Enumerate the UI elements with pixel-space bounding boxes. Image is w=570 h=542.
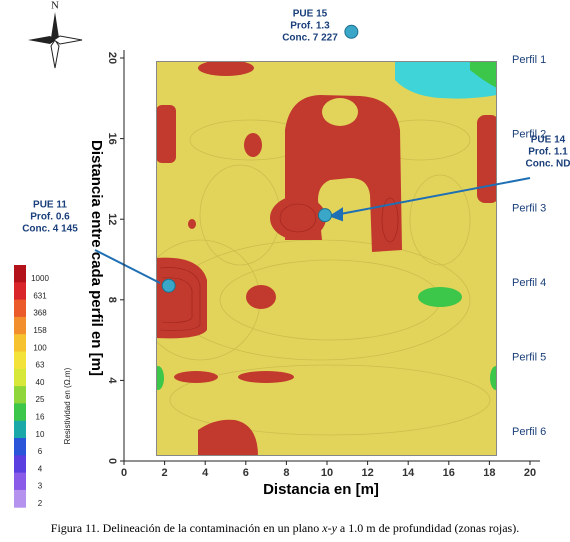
y-tick-label: 8 xyxy=(106,297,118,303)
colorbar-tick-label: 100 xyxy=(33,343,47,352)
colorbar-segment xyxy=(14,316,26,335)
profile-label: Perfil 3 xyxy=(512,203,546,215)
colorbar-tick-label: 2 xyxy=(38,499,43,508)
colorbar-segment xyxy=(14,455,26,474)
colorbar-tick-label: 6 xyxy=(38,447,43,456)
colorbar-tick-label: 3 xyxy=(38,482,43,491)
colorbar-segment xyxy=(14,438,26,456)
y-tick-label: 12 xyxy=(106,213,118,225)
colorbar-tick-label: 25 xyxy=(36,395,45,404)
x-tick-label: 2 xyxy=(162,467,168,479)
profile-label: Perfil 4 xyxy=(512,277,546,289)
colorbar-segment xyxy=(14,368,26,387)
colorbar-segment xyxy=(14,403,26,422)
colorbar-segment xyxy=(14,489,26,508)
well-label: Prof. 0.6 xyxy=(30,212,70,223)
well-label: PUE 11 xyxy=(33,200,67,211)
profile-label: Perfil 6 xyxy=(512,426,546,438)
caption: Figura 11. Delineación de la contaminaci… xyxy=(51,521,519,535)
well-label: Conc. 4 145 xyxy=(22,224,78,235)
well-marker xyxy=(317,208,332,223)
contour-map xyxy=(156,61,497,456)
well-marker xyxy=(344,24,359,39)
well-label: Conc. ND xyxy=(526,159,570,170)
colorbar-segment xyxy=(14,265,26,283)
colorbar-segment xyxy=(14,299,26,318)
x-tick-label: 8 xyxy=(283,467,289,479)
caption-part: x-y xyxy=(321,521,337,535)
colorbar-segment xyxy=(14,282,26,301)
profile-label: Perfil 1 xyxy=(512,54,546,66)
x-tick-label: 10 xyxy=(321,467,333,479)
profile-label: Perfil 5 xyxy=(512,352,546,364)
y-tick-label: 4 xyxy=(106,377,118,384)
colorbar-tick-label: 40 xyxy=(36,378,45,387)
x-tick-label: 16 xyxy=(443,467,455,479)
well-label: PUE 14 xyxy=(531,135,566,146)
x-tick-label: 4 xyxy=(202,467,209,479)
colorbar-segment xyxy=(14,334,26,352)
profile-label: Perfil 2 xyxy=(512,128,546,140)
colorbar-tick-label: 158 xyxy=(33,326,47,335)
colorbar-tick-label: 368 xyxy=(33,309,47,318)
x-tick-label: 12 xyxy=(361,467,373,479)
x-tick-label: 0 xyxy=(121,467,127,479)
y-tick-label: 0 xyxy=(106,458,118,464)
y-axis-title: Distancia entre cada perfil en [m] xyxy=(88,140,105,376)
caption-part: Figura 11. Delineación de la contaminaci… xyxy=(51,521,322,535)
caption-part: a 1.0 m de profundidad (zonas rojas). xyxy=(337,521,519,535)
well-marker xyxy=(161,278,176,293)
colorbar-tick-label: 16 xyxy=(36,413,45,422)
colorbar-segment xyxy=(14,351,26,370)
colorbar-tick-label: 4 xyxy=(38,464,43,473)
well-label: PUE 15 xyxy=(293,9,328,20)
y-tick-label: 16 xyxy=(106,132,118,144)
well-label: Prof. 1.3 xyxy=(290,21,330,32)
x-tick-label: 18 xyxy=(483,467,495,479)
x-axis-title: Distancia en [m] xyxy=(263,481,379,498)
colorbar-tick-label: 10 xyxy=(36,430,45,439)
arrows xyxy=(94,177,531,284)
well-label: Prof. 1.1 xyxy=(528,147,568,158)
y-tick-label: 20 xyxy=(106,52,118,64)
x-tick-label: 20 xyxy=(524,467,536,479)
x-tick-label: 6 xyxy=(243,467,249,479)
colorbar-segment xyxy=(14,420,26,439)
well-label: Conc. 7 227 xyxy=(282,33,338,44)
colorbar-title: Resistividad en (Ω.m) xyxy=(63,367,72,444)
colorbar-tick-label: 63 xyxy=(36,361,45,370)
colorbar-tick-label: 1000 xyxy=(31,274,49,283)
colorbar-segment xyxy=(14,472,26,491)
north-label: N xyxy=(51,0,59,12)
north-compass: N xyxy=(28,0,83,69)
x-tick-label: 14 xyxy=(402,467,415,479)
colorbar-tick-label: 631 xyxy=(33,291,47,300)
colorbar-segment xyxy=(14,386,26,404)
